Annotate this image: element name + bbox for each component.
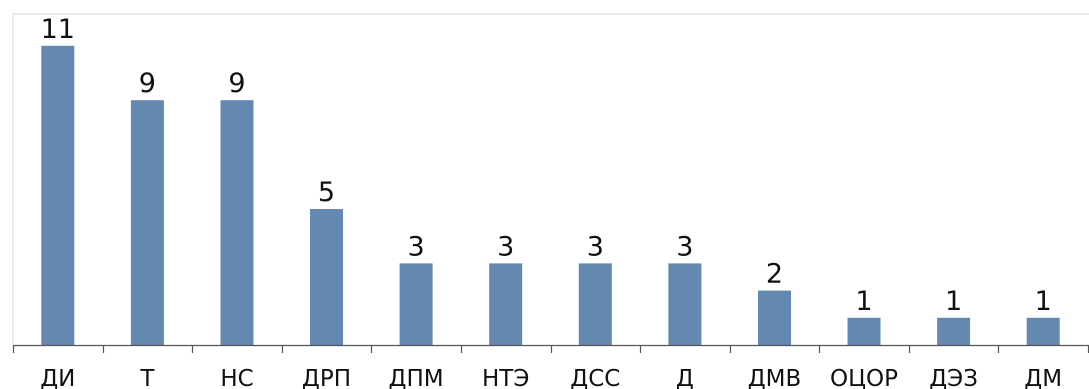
bar-6 <box>489 263 523 345</box>
bar-9 <box>758 290 791 345</box>
data-label-2: 9 <box>139 68 156 99</box>
x-tick-label-7: ДСС <box>570 366 620 389</box>
data-label-8: 3 <box>676 231 693 262</box>
data-label-5: 3 <box>408 231 425 262</box>
data-label-4: 5 <box>318 177 335 208</box>
bar-8 <box>668 263 702 345</box>
x-tick-label-1: ДИ <box>40 366 75 389</box>
bar-3 <box>220 100 254 345</box>
data-label-12: 1 <box>1035 286 1052 317</box>
x-tick-label-2: Т <box>139 366 155 389</box>
bar-10 <box>847 317 881 345</box>
data-label-6: 3 <box>497 231 514 262</box>
x-tick-label-8: Д <box>676 366 694 389</box>
x-tick-label-11: ДЭЗ <box>929 366 978 389</box>
bar-12 <box>1026 317 1060 345</box>
data-label-1: 11 <box>41 14 75 45</box>
x-tick-label-6: НТЭ <box>482 366 529 389</box>
x-tick-label-4: ДРП <box>302 366 351 389</box>
data-label-10: 1 <box>855 286 872 317</box>
data-label-3: 9 <box>228 68 245 99</box>
x-tick-label-10: ОЦОР <box>830 366 898 389</box>
x-tick-label-12: ДМ <box>1024 366 1062 389</box>
bar-7 <box>578 263 612 345</box>
data-label-9: 2 <box>766 259 783 290</box>
data-label-7: 3 <box>587 231 604 262</box>
bar-4 <box>310 209 343 345</box>
bar-5 <box>399 263 433 345</box>
x-tick-label-5: ДПМ <box>389 366 444 389</box>
x-tick-label-3: НС <box>220 366 253 389</box>
bar-1 <box>41 45 75 346</box>
data-label-11: 1 <box>945 286 962 317</box>
bar-11 <box>937 317 971 345</box>
x-tick-label-9: ДМВ <box>748 366 802 389</box>
bar-2 <box>130 100 164 345</box>
